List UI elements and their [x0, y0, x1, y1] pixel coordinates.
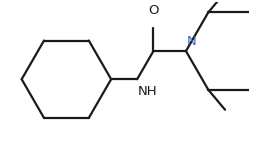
- Text: N: N: [187, 35, 197, 48]
- Text: O: O: [148, 4, 159, 17]
- Text: NH: NH: [138, 85, 158, 98]
